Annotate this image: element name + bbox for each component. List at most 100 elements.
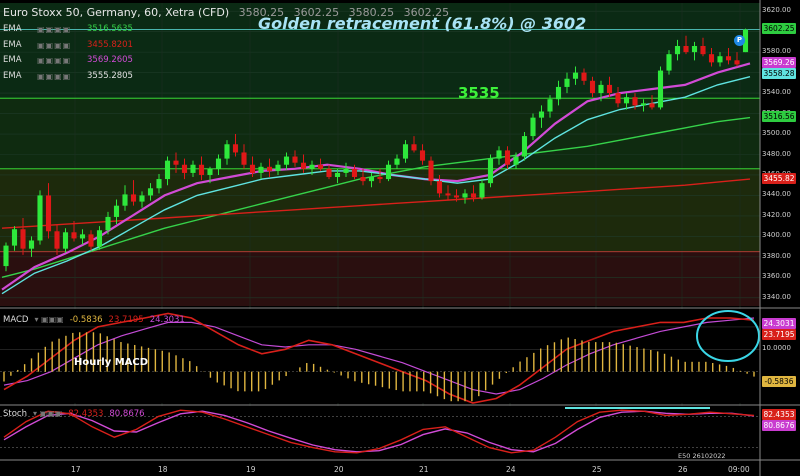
ema-value: 3455.8201 xyxy=(87,39,133,50)
candle-body xyxy=(428,160,434,182)
time-tick-label: 17 xyxy=(71,465,81,474)
candle-body xyxy=(564,78,570,87)
price-tick-label: 3620.00 xyxy=(762,6,791,15)
time-tick-label: 19 xyxy=(246,465,256,474)
candle-body xyxy=(164,160,171,180)
axis-value-badge: 3602.25 xyxy=(762,23,796,35)
ema-controls[interactable]: ▣▣▣▣ xyxy=(37,56,72,65)
ema-row[interactable]: EMA ▣▣▣▣ 3455.8201 xyxy=(3,38,147,54)
band-mid xyxy=(0,98,760,169)
retracement-annotation: Golden retracement (61.8%) @ 3602 xyxy=(258,14,587,33)
ema-controls[interactable]: ▣▣▣▣ xyxy=(37,25,72,34)
chart-header: Euro Stoxx 50, Germany, 60, Xetra (CFD) … xyxy=(3,6,455,19)
ema-label: EMA xyxy=(3,39,22,50)
candle-body xyxy=(683,45,689,53)
candle-body xyxy=(496,150,502,159)
macd-tick-label: 10.0000 xyxy=(762,344,791,353)
price-tick-label: 3340.00 xyxy=(762,292,791,301)
price-tick-label: 3360.00 xyxy=(762,272,791,281)
ema-row[interactable]: EMA ▣▣▣▣ 3516.5635 xyxy=(3,22,147,38)
candle-body xyxy=(54,231,60,249)
ema-row[interactable]: EMA ▣▣▣▣ 3555.2805 xyxy=(3,69,147,85)
macd-value: -0.5836 xyxy=(69,315,103,325)
ohlc-low: 3580.25 xyxy=(348,6,395,19)
candle-body xyxy=(385,164,392,180)
candle-body xyxy=(717,56,723,63)
candle-body xyxy=(649,103,655,108)
ema-line xyxy=(1,76,751,295)
candle-body xyxy=(207,168,213,175)
candle-body xyxy=(215,158,222,169)
level-annotation: 3535 xyxy=(458,84,500,102)
candle-body xyxy=(632,97,638,106)
candle-body xyxy=(96,230,103,247)
macd-legend: MACD ▾ ▣▣▣ -0.5836 23.7195 24.3031 xyxy=(3,315,185,325)
candle-body xyxy=(241,152,247,165)
candle-body xyxy=(538,111,545,118)
time-tick-label: 18 xyxy=(158,465,168,474)
axis-value-badge: 23.7195 xyxy=(762,329,796,340)
ema-legend: EMA ▣▣▣▣ 3516.5635 EMA ▣▣▣▣ 3455.8201 EM… xyxy=(3,22,147,84)
candle-body xyxy=(275,164,281,171)
ema-label: EMA xyxy=(3,70,22,81)
ema-line xyxy=(1,116,751,278)
candle-body xyxy=(11,229,18,246)
candle-body xyxy=(734,60,740,65)
ema-label: EMA xyxy=(3,55,22,65)
ema-controls[interactable]: ▣▣▣▣ xyxy=(37,40,72,50)
candle-body xyxy=(351,168,358,178)
candle-body xyxy=(581,72,587,81)
candle-body xyxy=(377,177,383,180)
macd-signal-line xyxy=(3,317,755,395)
stoch-controls[interactable]: ▾ ▣▣▣ xyxy=(33,409,63,418)
axis-value-badge: -0.5836 xyxy=(762,376,796,387)
axis-value-badge: 3516.56 xyxy=(762,111,796,123)
candle-body xyxy=(521,136,528,157)
axis-value-badge: 80.8676 xyxy=(762,420,796,431)
candle-body xyxy=(445,193,451,196)
ema-value: 3516.5635 xyxy=(87,24,133,34)
candle-body xyxy=(343,168,349,173)
candle-body xyxy=(411,144,417,151)
time-tick-label: 24 xyxy=(506,465,516,474)
candle-body xyxy=(572,72,579,79)
candle-body xyxy=(555,86,562,100)
candle-body xyxy=(292,156,298,163)
candle-body xyxy=(113,205,120,217)
ohlc-open: 3580.25 xyxy=(238,6,285,19)
candle-body xyxy=(224,144,230,159)
macd-line xyxy=(3,312,755,404)
candle-body xyxy=(394,158,400,165)
price-tick-label: 3400.00 xyxy=(762,231,791,240)
candle-body xyxy=(45,195,52,232)
price-tick-label: 3540.00 xyxy=(762,88,791,97)
candle-body xyxy=(666,54,672,71)
candle-body xyxy=(37,195,43,241)
candle-body xyxy=(3,245,9,267)
candle-body xyxy=(615,93,621,104)
band-bottom xyxy=(0,251,760,306)
candle-body xyxy=(62,232,69,249)
ohlc-high: 3602.25 xyxy=(293,6,340,19)
candle-body xyxy=(368,177,375,182)
candle-body xyxy=(198,164,205,175)
ohlc-close: 3602.25 xyxy=(403,6,450,19)
candle-body xyxy=(105,216,111,231)
candle-body xyxy=(623,97,630,104)
candle-body xyxy=(156,179,162,189)
candle-body xyxy=(130,194,137,202)
axis-value-badge: 3558.28 xyxy=(762,68,796,80)
macd-controls[interactable]: ▾ ▣▣▣ xyxy=(34,315,64,324)
ema-controls[interactable]: ▣▣▣▣ xyxy=(37,71,72,81)
ema-label: EMA xyxy=(3,24,22,34)
candle-body xyxy=(20,229,26,249)
stoch-value: 80.8676 xyxy=(109,409,145,419)
price-tick-label: 3580.00 xyxy=(762,47,791,56)
ema-row[interactable]: EMA ▣▣▣▣ 3569.2605 xyxy=(3,53,147,69)
stoch-legend: Stoch ▾ ▣▣▣ 82.4353 80.8676 xyxy=(3,409,145,419)
candle-body xyxy=(300,162,307,169)
candle-body xyxy=(436,181,443,194)
flag-marker[interactable]: P xyxy=(734,35,745,46)
candle-body xyxy=(139,195,145,202)
time-tick-label: 09:00 xyxy=(728,465,750,474)
